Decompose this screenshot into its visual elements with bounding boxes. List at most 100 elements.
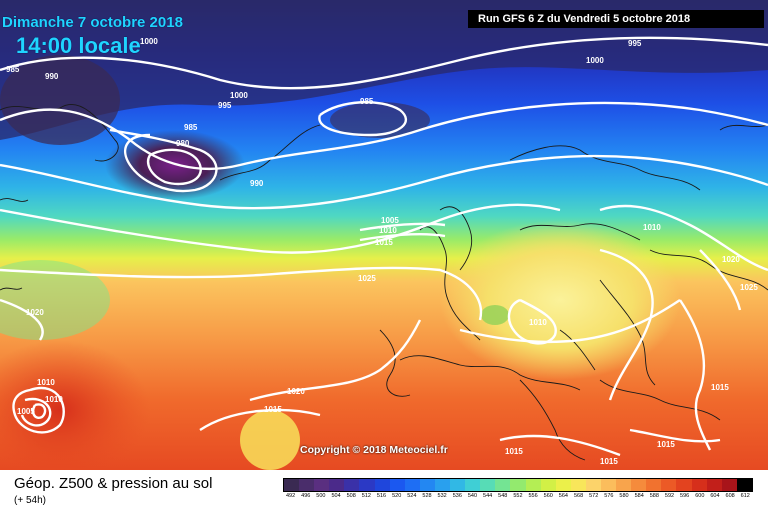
high-latitude-band — [0, 0, 768, 140]
legend-label: 600 — [695, 493, 705, 499]
isobar-label: 1025 — [358, 274, 376, 283]
legend-swatch — [329, 479, 345, 491]
legend-label: 532 — [437, 493, 447, 499]
isobar-label: 985 — [6, 65, 20, 74]
legend-swatch — [721, 479, 737, 491]
legend-color-scale — [283, 478, 753, 492]
isobar-label: 995 — [218, 101, 232, 110]
legend-swatch — [465, 479, 481, 491]
isobar-label: 1015 — [264, 405, 282, 414]
legend-swatch — [691, 479, 707, 491]
legend-label: 564 — [558, 493, 568, 499]
legend-label: 568 — [573, 493, 584, 499]
legend-label: 496 — [301, 493, 311, 499]
isobar-label: 990 — [45, 72, 59, 81]
isobar-label: 1010 — [37, 378, 55, 387]
copyright-text: Copyright © 2018 Meteociel.fr — [300, 444, 448, 456]
legend-label: 512 — [361, 493, 371, 499]
legend-swatch — [450, 479, 466, 491]
ridge-over-europe — [440, 220, 680, 380]
legend-label: 500 — [316, 493, 326, 499]
legend-label: 576 — [604, 493, 614, 499]
legend-label: 544 — [483, 493, 493, 499]
isobar-label: 1015 — [657, 440, 675, 449]
isobar-label: 990 — [250, 179, 264, 188]
legend-label: 592 — [664, 493, 675, 499]
isobar-label: 1000 — [586, 56, 604, 65]
legend-label: 504 — [331, 493, 341, 499]
legend-swatch — [314, 479, 330, 491]
isobar-label: 995 — [628, 39, 642, 48]
legend-swatch — [419, 479, 435, 491]
isobar-label: 1000 — [230, 91, 248, 100]
isobar-label: 985 — [360, 97, 374, 106]
legend-label: 556 — [528, 493, 538, 499]
alps-anomaly — [481, 305, 509, 325]
atlantic-green-band — [0, 260, 110, 340]
legend-swatch — [631, 479, 647, 491]
isobar-label: 980 — [176, 139, 190, 148]
legend-label: 572 — [589, 493, 599, 499]
legend-swatch — [480, 479, 496, 491]
legend-swatch — [736, 479, 752, 491]
legend-label: 516 — [376, 493, 387, 499]
forecast-offset: (+ 54h) — [14, 495, 46, 506]
legend-swatch — [555, 479, 571, 491]
legend-label: 536 — [452, 493, 462, 499]
legend-label: 540 — [467, 493, 478, 499]
isobar-label: 1015 — [600, 457, 618, 466]
legend-swatch — [284, 479, 300, 491]
legend-swatch — [344, 479, 360, 491]
isobar-label: 985 — [184, 123, 198, 132]
legend-label: 524 — [407, 493, 417, 499]
isobar-label: 1015 — [375, 238, 393, 247]
greenland-dark-area — [0, 55, 120, 145]
isobar-label: 1025 — [740, 283, 758, 292]
legend-swatch — [495, 479, 511, 491]
isobar-label: 1005 — [17, 407, 35, 416]
legend-swatch — [646, 479, 662, 491]
legend-swatch — [510, 479, 526, 491]
legend-swatch — [404, 479, 420, 491]
color-legend: 492 496 500 504 508 512 516 520 524 528 532 536 540 5… — [283, 478, 753, 506]
legend-swatch — [706, 479, 722, 491]
subtropical-high-area — [240, 410, 300, 470]
isobar-label: 1000 — [140, 37, 158, 46]
isobar-label: 1020 — [722, 255, 740, 264]
legend-label: 560 — [543, 493, 553, 499]
legend-label: 492 — [285, 493, 296, 499]
isobar-label: 1010 — [529, 318, 547, 327]
legend-label: 612 — [740, 493, 750, 499]
legend-swatch — [374, 479, 390, 491]
legend-swatch — [600, 479, 617, 491]
legend-swatch — [299, 479, 315, 491]
legend-label: 608 — [725, 493, 735, 499]
legend-swatch — [676, 479, 692, 491]
low-pressure-area — [330, 102, 430, 138]
legend-label: 528 — [422, 493, 432, 499]
legend-swatch — [616, 479, 632, 491]
map-canvas — [0, 0, 768, 470]
legend-swatch — [359, 479, 375, 491]
map-title: Géop. Z500 & pression au sol — [14, 475, 213, 492]
isobar-label: 1015 — [711, 383, 729, 392]
legend-swatch — [540, 479, 556, 491]
isobar-label: 1010 — [45, 395, 63, 404]
legend-swatch — [661, 479, 677, 491]
legend-swatch — [434, 479, 451, 491]
forecast-date: Dimanche 7 octobre 2018 — [2, 14, 183, 31]
legend-label: 588 — [649, 493, 659, 499]
legend-label: 604 — [710, 493, 720, 499]
legend-swatch — [570, 479, 586, 491]
legend-label: 548 — [498, 493, 508, 499]
legend-swatch — [389, 479, 405, 491]
legend-swatch — [585, 479, 601, 491]
isobar-label: 1020 — [287, 387, 305, 396]
legend-swatch — [525, 479, 541, 491]
legend-label: 580 — [619, 493, 629, 499]
legend-label: 584 — [634, 493, 644, 499]
isobar-label: 1010 — [379, 226, 397, 235]
forecast-time: 14:00 locale — [16, 33, 141, 58]
coastlines — [0, 104, 768, 461]
